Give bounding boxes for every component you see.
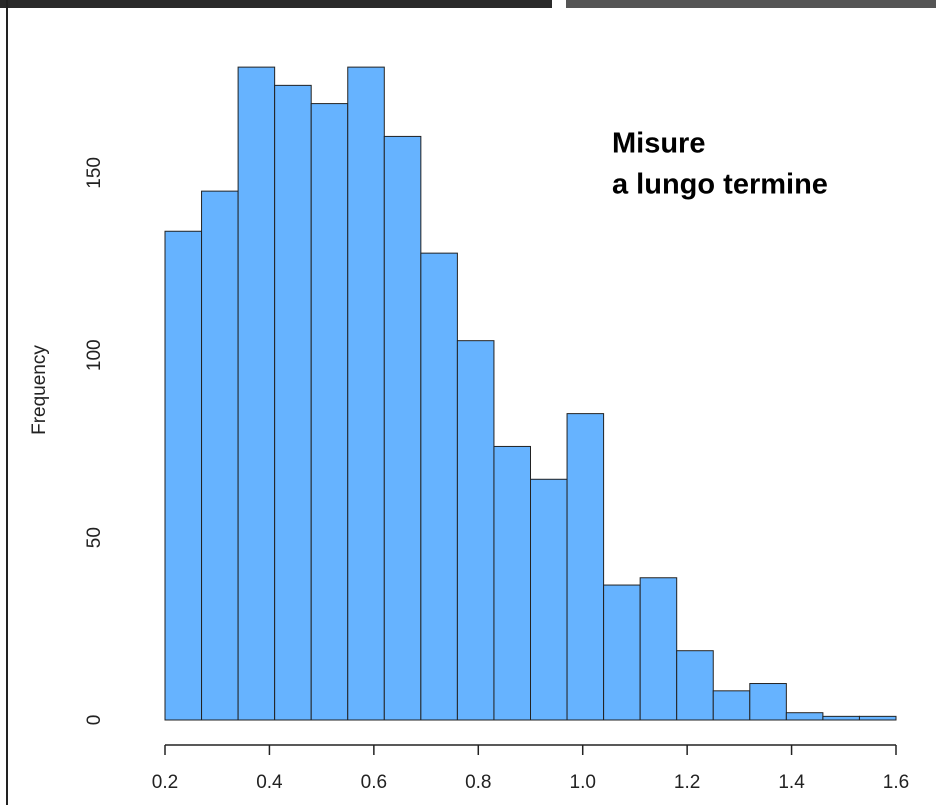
bar bbox=[237, 66, 276, 721]
bar bbox=[383, 135, 422, 721]
bar bbox=[822, 715, 860, 721]
x-tick-label: 1.6 bbox=[883, 772, 909, 793]
bar bbox=[712, 690, 751, 721]
bar bbox=[310, 103, 349, 721]
bar bbox=[456, 340, 495, 721]
bar bbox=[676, 650, 714, 721]
bar bbox=[201, 190, 239, 721]
bar bbox=[858, 715, 897, 721]
y-tick-label: 50 bbox=[84, 527, 105, 548]
bar bbox=[164, 230, 203, 721]
x-tick-label: 0.2 bbox=[152, 772, 178, 793]
photo-strip bbox=[566, 0, 936, 8]
bar bbox=[603, 584, 641, 721]
x-tick-label: 1.0 bbox=[570, 772, 596, 793]
bar bbox=[785, 712, 824, 721]
bar bbox=[274, 84, 312, 721]
bar bbox=[566, 413, 605, 721]
y-tick-label: 100 bbox=[84, 339, 105, 371]
bar bbox=[639, 577, 678, 721]
bar bbox=[749, 683, 787, 721]
annotation: a lungo termine bbox=[612, 169, 828, 201]
bar bbox=[420, 252, 458, 721]
x-tick-label: 0.8 bbox=[465, 772, 491, 793]
y-axis-label: Frequency bbox=[29, 345, 50, 435]
bar bbox=[530, 478, 568, 721]
bar bbox=[347, 66, 385, 721]
annotation: Misure bbox=[612, 128, 705, 160]
photo-strip bbox=[0, 0, 552, 8]
x-tick-label: 0.4 bbox=[256, 772, 283, 793]
x-tick-label: 1.2 bbox=[674, 772, 700, 793]
x-tick-label: 0.6 bbox=[361, 772, 387, 793]
y-tick-label: 150 bbox=[84, 157, 105, 189]
bar bbox=[493, 445, 532, 721]
x-tick-label: 1.4 bbox=[778, 772, 805, 793]
y-tick-label: 0 bbox=[84, 715, 105, 726]
